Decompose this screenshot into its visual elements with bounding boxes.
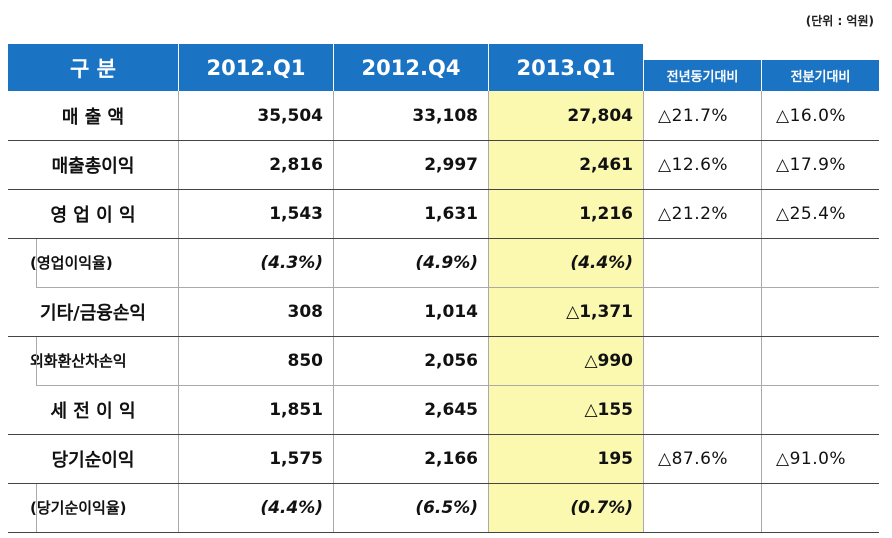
cell-qoq [762, 238, 879, 287]
header-2013q1: 2013.Q1 [489, 44, 644, 91]
table-row: 영 업 이 익 1,543 1,631 1,216 △21.2% △25.4% [8, 189, 879, 238]
row-divider [8, 532, 879, 533]
cell-yoy: △87.6% [644, 434, 762, 483]
table-row: 당기순이익 1,575 2,166 195 △87.6% △91.0% [8, 434, 879, 483]
row-divider [8, 189, 879, 190]
header-category: 구 분 [8, 44, 179, 91]
cell-q13: 2,461 [489, 140, 644, 189]
row-divider [8, 238, 879, 239]
table-row: 매출총이익 2,816 2,997 2,461 △12.6% △17.9% [8, 140, 879, 189]
cell-q13: 195 [489, 434, 644, 483]
cell-q13: 27,804 [489, 91, 644, 140]
cell-yoy: △12.6% [644, 140, 762, 189]
row-label: 외화환산차손익 [8, 336, 179, 385]
table-row: (당기순이익율) (4.4%) (6.5%) (0.7%) [8, 483, 879, 532]
row-label: 매 출 액 [8, 91, 179, 140]
row-label: 기타/금융손익 [8, 287, 179, 336]
cell-q13: (4.4%) [489, 238, 644, 287]
indent-divider [36, 336, 37, 385]
cell-q13: (0.7%) [489, 483, 644, 532]
cell-yoy [644, 238, 762, 287]
header-2012q4: 2012.Q4 [334, 44, 489, 91]
cell-qoq: △17.9% [776, 154, 847, 175]
cell-q1: (4.3%) [179, 238, 334, 287]
row-divider [36, 385, 879, 386]
cell-q1: (4.4%) [179, 483, 334, 532]
table-row: 세 전 이 익 1,851 2,645 △155 [8, 385, 879, 434]
cell-q13: △990 [489, 336, 644, 385]
row-label: (영업이익율) [8, 238, 179, 287]
cell-q4: 2,056 [334, 336, 489, 385]
cell-q4: 2,166 [334, 434, 489, 483]
row-label: 매출총이익 [8, 140, 179, 189]
cell-q4: (6.5%) [334, 483, 489, 532]
cell-q1: 1,851 [179, 385, 334, 434]
table-header: 구 분 2012.Q1 2012.Q4 2013.Q1 전년동기대비 전분기대비 [8, 44, 879, 91]
cell-q4: 2,645 [334, 385, 489, 434]
cell-q4: 33,108 [334, 91, 489, 140]
header-yoy: 전년동기대비 [644, 60, 762, 91]
cell-q1: 308 [179, 287, 334, 336]
indent-divider [36, 238, 37, 287]
row-divider [8, 140, 879, 141]
cell-yoy [644, 336, 762, 385]
cell-qoq: △91.0% [776, 448, 847, 469]
cell-qoq [762, 483, 879, 532]
table-row: 외화환산차손익 850 2,056 △990 [8, 336, 879, 385]
table-row: 매 출 액 35,504 33,108 27,804 △21.7% △16.0% [8, 91, 879, 140]
cell-q4: 1,631 [334, 189, 489, 238]
unit-label: (단위 : 억원) [805, 14, 874, 28]
cell-q1: 850 [179, 336, 334, 385]
row-divider [36, 287, 879, 288]
cell-yoy [644, 287, 762, 336]
cell-q4: (4.9%) [334, 238, 489, 287]
row-label: 영 업 이 익 [8, 189, 179, 238]
row-divider [8, 336, 879, 337]
cell-qoq: △25.4% [776, 203, 847, 224]
row-divider [8, 483, 879, 484]
cell-qoq [762, 385, 879, 434]
indent-divider [36, 483, 37, 532]
cell-q4: 2,997 [334, 140, 489, 189]
cell-q13: △155 [489, 385, 644, 434]
header-2012q1: 2012.Q1 [179, 44, 334, 91]
cell-q13: 1,216 [489, 189, 644, 238]
cell-q1: 1,543 [179, 189, 334, 238]
cell-q1: 35,504 [179, 91, 334, 140]
cell-yoy: △21.2% [644, 189, 762, 238]
cell-yoy [644, 385, 762, 434]
cell-q4: 1,014 [334, 287, 489, 336]
row-divider [8, 434, 879, 435]
cell-yoy: △21.7% [644, 91, 762, 140]
cell-qoq: △16.0% [776, 105, 847, 126]
cell-qoq [762, 336, 879, 385]
row-label: (당기순이익율) [8, 483, 179, 532]
header-qoq: 전분기대비 [762, 60, 879, 91]
cell-q1: 2,816 [179, 140, 334, 189]
cell-yoy [644, 483, 762, 532]
cell-qoq [762, 287, 879, 336]
row-label: 당기순이익 [8, 434, 179, 483]
row-label: 세 전 이 익 [8, 385, 179, 434]
cell-q1: 1,575 [179, 434, 334, 483]
cell-q13: △1,371 [489, 287, 644, 336]
table-row: 기타/금융손익 308 1,014 △1,371 [8, 287, 879, 336]
table-row: (영업이익율) (4.3%) (4.9%) (4.4%) [8, 238, 879, 287]
